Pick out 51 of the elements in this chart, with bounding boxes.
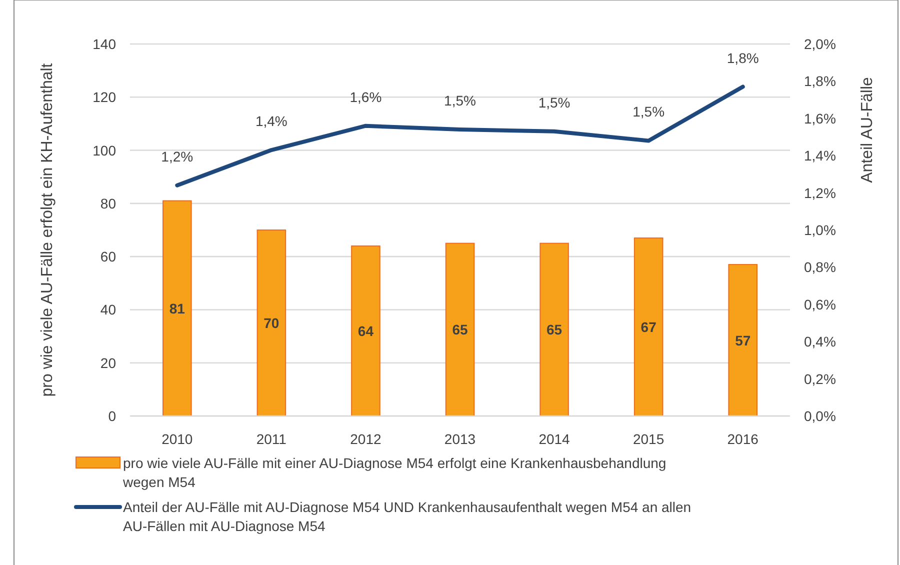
bar — [728, 264, 758, 416]
y2-axis-title: Anteil AU-Fälle — [859, 76, 876, 183]
data-label: 1,2% — [161, 148, 194, 164]
x-tick-label: 2013 — [444, 431, 476, 447]
y2-tick-label: 1,6% — [804, 110, 836, 126]
y-tick-label: 0 — [108, 408, 116, 424]
y2-tick-label: 1,8% — [804, 73, 836, 90]
y2-tick-label: 0,4% — [804, 334, 836, 350]
bar — [162, 200, 192, 416]
bar — [351, 245, 380, 416]
data-label: 57 — [735, 332, 751, 348]
y2-tick-label: 0,2% — [804, 370, 836, 387]
x-tick-label: 2011 — [256, 431, 287, 447]
bar — [540, 242, 569, 416]
legend-label: pro wie viele AU-Fälle mit einer AU-Diagnose M54 erfolgt eine Krankenhausbehandlung wegen M54 — [122, 455, 666, 490]
data-label: 64 — [358, 322, 374, 339]
y2-tick-label: 1,4% — [804, 148, 836, 164]
data-label: 70 — [264, 315, 280, 331]
x-tick-label: 2014 — [538, 431, 570, 447]
y-axis-title: pro wie viele AU-Fälle erfolgt ein KH-Aufenthalt — [39, 62, 56, 397]
y-tick-label: 140 — [92, 36, 116, 52]
y2-tick-label: 2,0% — [804, 36, 836, 52]
data-label: 67 — [640, 318, 657, 335]
data-label: 81 — [169, 300, 186, 316]
x-tick-label: 2016 — [727, 431, 759, 447]
data-label: 1,5% — [538, 94, 570, 110]
y-tick-label: 120 — [92, 89, 116, 106]
legend-label: Anteil der AU-Fälle mit AU-Diagnose M54 UND Krankenhausaufenthalt wegen M54 an allen AU-Fällen mit AU-Diagnose M54 — [123, 499, 692, 534]
y2-tick-label: 0,6% — [804, 296, 836, 312]
y-tick-label: 20 — [100, 354, 116, 371]
bar — [634, 237, 664, 416]
data-label: 1,8% — [726, 50, 759, 66]
x-tick-label: 2015 — [632, 431, 664, 447]
y-tick-label: 80 — [100, 195, 116, 212]
x-tick-label: 2010 — [162, 431, 193, 447]
bar — [256, 230, 286, 416]
data-label: 1,6% — [350, 88, 382, 105]
y2-tick-label: 1,2% — [804, 184, 836, 201]
x-tick-label: 2012 — [350, 431, 382, 447]
bar — [445, 242, 475, 416]
y-tick-label: 40 — [100, 302, 116, 318]
y-tick-label: 60 — [100, 248, 116, 265]
y2-tick-label: 0,8% — [804, 259, 836, 276]
y2-tick-label: 1,0% — [804, 222, 836, 238]
data-label: 1,5% — [444, 92, 476, 109]
data-label: 1,4% — [255, 113, 288, 130]
data-label: 1,5% — [632, 104, 665, 120]
data-label: 65 — [546, 322, 562, 338]
data-label: 65 — [452, 322, 468, 338]
y-tick-label: 100 — [92, 142, 116, 158]
y2-tick-label: 0,0% — [804, 408, 836, 424]
